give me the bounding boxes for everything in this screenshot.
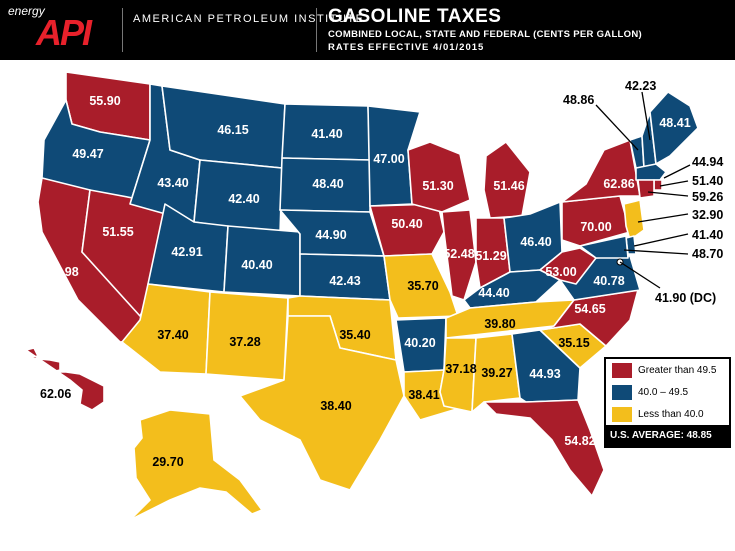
state-label-CA: 65.98 <box>47 265 78 279</box>
state-AL[interactable] <box>471 333 521 413</box>
state-label-LA: 38.41 <box>408 388 439 402</box>
state-HI[interactable] <box>25 347 105 411</box>
state-label-MD: 48.70 <box>692 247 723 261</box>
state-RI[interactable] <box>653 179 663 191</box>
leader-line-CT <box>647 191 689 197</box>
state-label-IL: 52.48 <box>443 247 474 261</box>
state-label-MO: 35.70 <box>407 279 438 293</box>
header-divider <box>316 8 317 52</box>
legend-item-mid: 40.0 – 49.5 <box>606 381 729 403</box>
state-FL[interactable] <box>483 399 605 497</box>
legend-label-high: Greater than 49.5 <box>638 364 717 376</box>
leader-lines <box>595 91 691 289</box>
state-label-MI: 51.46 <box>493 179 524 193</box>
state-label-TX: 38.40 <box>320 399 351 413</box>
state-label-IN: 51.29 <box>475 249 506 263</box>
state-label-WY: 42.40 <box>228 192 259 206</box>
legend-swatch-mid <box>612 384 632 400</box>
state-label-AK: 29.70 <box>152 455 183 469</box>
api-logo: energy API <box>6 4 116 56</box>
legend-label-low: Less than 40.0 <box>638 408 704 420</box>
state-label-FL: 54.82 <box>564 434 595 448</box>
leader-line-NJ <box>637 213 689 223</box>
state-label-NC: 54.65 <box>574 302 605 316</box>
state-label-NH: 42.23 <box>625 79 656 93</box>
state-WI[interactable] <box>407 141 471 213</box>
state-label-OK: 35.40 <box>339 328 370 342</box>
state-label-AL: 39.27 <box>481 366 512 380</box>
state-label-KS: 42.43 <box>329 274 360 288</box>
state-label-SC: 35.15 <box>558 336 589 350</box>
state-label-AR: 40.20 <box>404 336 435 350</box>
us-average: U.S. AVERAGE: 48.85 <box>606 425 729 446</box>
page-title: GASOLINE TAXES <box>328 6 502 27</box>
leader-line-DE <box>633 233 689 247</box>
state-label-WI: 51.30 <box>422 179 453 193</box>
state-AK[interactable] <box>129 409 263 521</box>
state-label-DE: 41.40 <box>692 228 723 242</box>
legend-swatch-high <box>612 362 632 378</box>
state-label-DC: 41.90 (DC) <box>655 291 716 305</box>
state-label-MN: 47.00 <box>373 152 404 166</box>
leader-line-RI <box>659 180 689 187</box>
legend-label-mid: 40.0 – 49.5 <box>638 386 689 398</box>
legend-swatch-low <box>612 406 632 422</box>
state-label-SD: 48.40 <box>312 177 343 191</box>
legend-item-high: Greater than 49.5 <box>606 359 729 381</box>
logo-api-text: API <box>36 12 92 53</box>
legend: Greater than 49.5 40.0 – 49.5 Less than … <box>604 357 731 448</box>
state-label-RI: 51.40 <box>692 174 723 188</box>
state-label-IA: 50.40 <box>391 217 422 231</box>
state-NJ[interactable] <box>623 199 645 241</box>
state-MD[interactable] <box>579 235 629 259</box>
leader-line-NH <box>641 91 651 141</box>
state-label-WV: 53.00 <box>545 265 576 279</box>
state-label-NM: 37.28 <box>229 335 260 349</box>
state-label-CT: 59.26 <box>692 190 723 204</box>
state-label-UT: 42.91 <box>171 245 202 259</box>
header-bar: energy API AMERICAN PETROLEUM INSTITUTE … <box>0 0 735 60</box>
state-NY[interactable] <box>561 139 641 203</box>
leader-line-MA <box>663 164 691 179</box>
state-label-PA: 70.00 <box>580 220 611 234</box>
leader-line-MD <box>623 249 689 255</box>
state-label-GA: 44.93 <box>529 367 560 381</box>
state-CT[interactable] <box>637 179 655 199</box>
state-label-NV: 51.55 <box>102 225 133 239</box>
state-MA[interactable] <box>635 163 667 181</box>
state-label-CO: 40.40 <box>241 258 272 272</box>
state-label-AZ: 37.40 <box>157 328 188 342</box>
state-label-ME: 48.41 <box>659 116 690 130</box>
organization-name: AMERICAN PETROLEUM INSTITUTE <box>133 13 365 25</box>
state-label-OR: 49.47 <box>72 147 103 161</box>
state-label-KY: 44.40 <box>478 286 509 300</box>
effective-date: RATES EFFECTIVE 4/01/2015 <box>328 42 485 53</box>
state-label-TN: 39.80 <box>484 317 515 331</box>
state-label-NJ: 32.90 <box>692 208 723 222</box>
state-label-WA: 55.90 <box>89 94 120 108</box>
state-label-MT: 46.15 <box>217 123 248 137</box>
page-subtitle: COMBINED LOCAL, STATE AND FEDERAL (CENTS… <box>328 29 642 40</box>
legend-item-low: Less than 40.0 <box>606 403 729 425</box>
leader-line-DC <box>619 261 661 289</box>
state-label-ND: 41.40 <box>311 127 342 141</box>
state-label-VA: 40.78 <box>593 274 624 288</box>
state-label-MA: 44.94 <box>692 155 723 169</box>
state-label-HI: 62.06 <box>40 387 71 401</box>
state-label-MS: 37.18 <box>445 362 476 376</box>
state-label-OH: 46.40 <box>520 235 551 249</box>
state-label-NY: 62.86 <box>603 177 634 191</box>
state-label-NE: 44.90 <box>315 228 346 242</box>
logo-energy-text: energy <box>8 4 45 18</box>
us-map: 55.90 49.47 65.98 51.55 43.40 46.15 42.4… <box>25 71 723 521</box>
state-label-VT: 48.86 <box>563 93 594 107</box>
header-divider <box>122 8 123 52</box>
state-TX[interactable] <box>239 315 405 491</box>
leader-line-VT <box>595 104 639 151</box>
state-label-ID: 43.40 <box>157 176 188 190</box>
